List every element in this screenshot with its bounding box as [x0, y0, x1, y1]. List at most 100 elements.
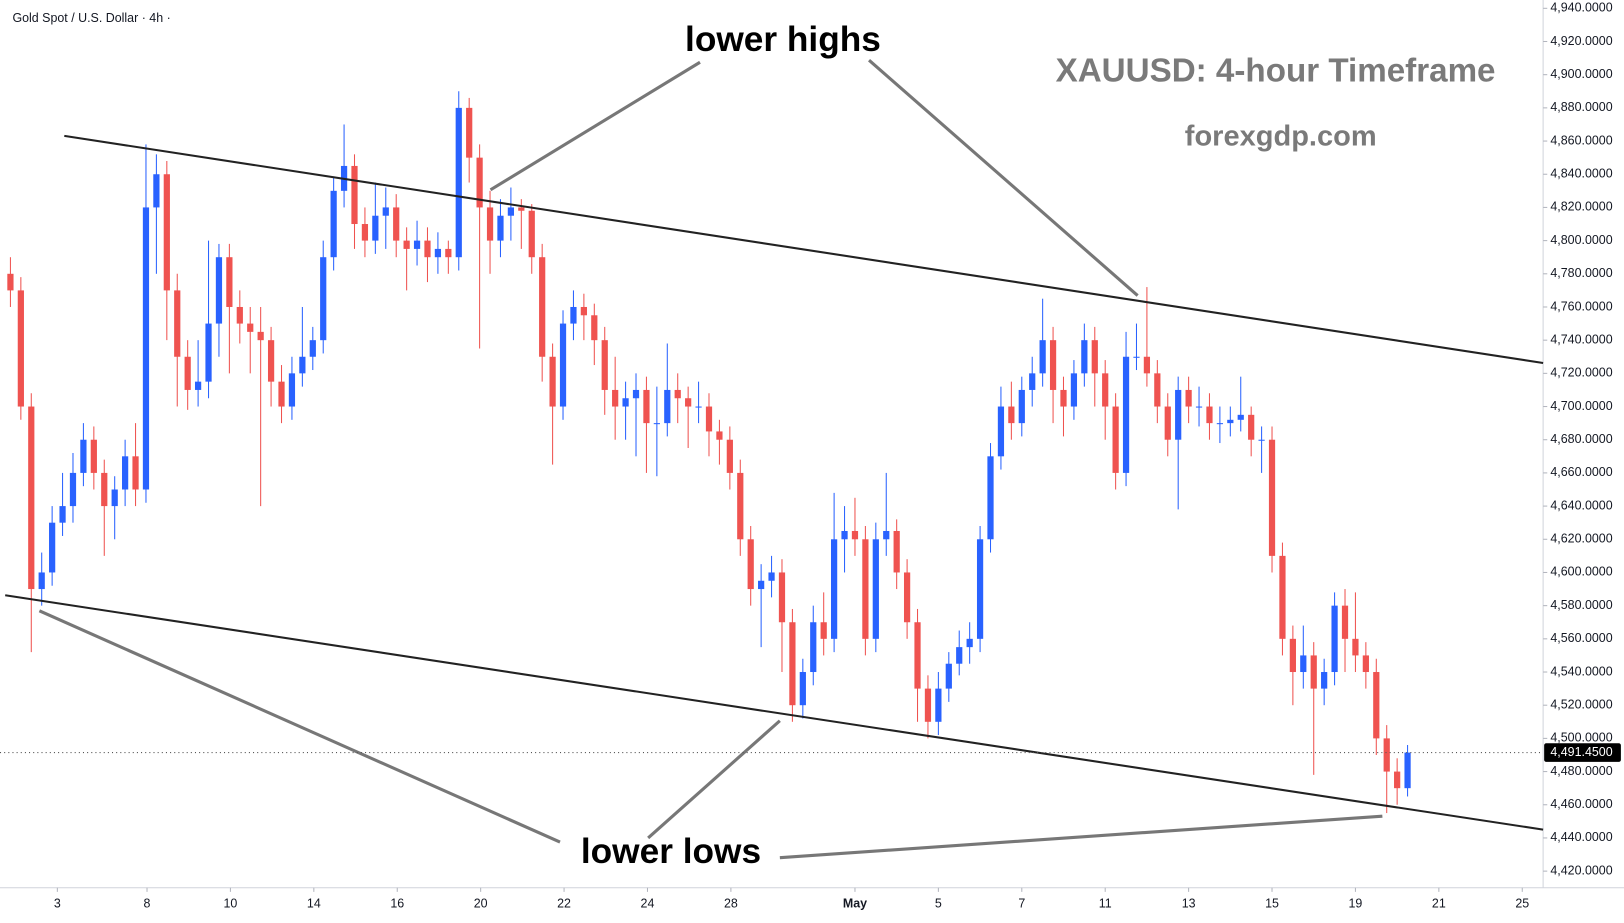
candle-body [685, 398, 692, 407]
chart-title: XAUUSD: 4-hour Timeframe [1056, 52, 1496, 89]
last-price-label: 4,491.4500 [1550, 745, 1612, 759]
x-tick-label: 15 [1265, 897, 1279, 911]
candle-body [1310, 655, 1317, 689]
upper-trendline [64, 134, 1544, 365]
x-tick-label: 7 [1018, 897, 1025, 911]
candle-body [664, 389, 671, 424]
candle-body [820, 622, 827, 639]
candle-body [434, 248, 442, 258]
candle-body [1383, 738, 1390, 772]
candle-body [1029, 373, 1036, 390]
candle-body [528, 210, 535, 258]
y-tick-label: 4,880.0000 [1550, 100, 1612, 114]
y-tick-label: 4,520.0000 [1550, 697, 1612, 711]
y-tick-label: 4,440.0000 [1550, 830, 1612, 844]
candle-body [1321, 672, 1328, 689]
candle-body [1258, 439, 1265, 441]
candle-body [1268, 439, 1276, 556]
candle-body [1216, 423, 1224, 425]
candle-body [914, 622, 921, 689]
pointer [868, 58, 1139, 297]
x-tick-label: 8 [144, 897, 151, 911]
candle-body [1289, 638, 1296, 673]
candle-body [174, 290, 181, 357]
candle-body [59, 506, 66, 523]
candle-body [1248, 414, 1255, 440]
candle-body [674, 389, 681, 399]
candle-body [309, 340, 316, 357]
candle-body [768, 572, 775, 581]
candle-body [1206, 406, 1213, 424]
candle-body [789, 622, 796, 706]
y-tick-label: 4,940.0000 [1550, 1, 1612, 15]
candle-body [570, 306, 577, 324]
candle-body [1133, 356, 1140, 358]
candle-body [851, 530, 859, 540]
candle-body [1018, 389, 1025, 424]
candle-body [1049, 340, 1057, 390]
y-tick-label: 4,620.0000 [1550, 532, 1612, 546]
pointer [38, 609, 561, 844]
y-tick-label: 4,660.0000 [1550, 465, 1612, 479]
x-tick-label: 10 [224, 897, 238, 911]
candle-body [455, 107, 462, 258]
candle-body [1060, 389, 1067, 407]
x-tick-label: 3 [54, 897, 61, 911]
candle-body [1362, 655, 1369, 673]
y-tick-label: 4,680.0000 [1550, 432, 1612, 446]
candle-body [122, 456, 129, 490]
candle-body [476, 157, 483, 208]
candle-body [1373, 672, 1380, 739]
chart-subtitle: forexgdp.com [1185, 121, 1377, 153]
candle-body [1008, 406, 1015, 424]
candle-body [883, 530, 890, 540]
candle-body [653, 423, 660, 425]
candle-body [372, 215, 379, 241]
candle-body [403, 240, 410, 249]
candle-body [987, 456, 994, 540]
candle-body [966, 638, 973, 648]
candle-body [601, 340, 608, 390]
y-tick-label: 4,460.0000 [1550, 797, 1612, 811]
candle-body [716, 431, 723, 440]
candle-body [737, 472, 744, 540]
candle-body [507, 207, 515, 216]
candle-body [1279, 555, 1286, 639]
candle-body [518, 207, 525, 211]
y-tick-label: 4,800.0000 [1550, 233, 1612, 247]
lower-trendline [5, 594, 1544, 831]
y-tick-label: 4,820.0000 [1550, 200, 1612, 214]
candle-body [101, 472, 108, 507]
candle-body [612, 389, 619, 407]
x-tick-label: May [843, 897, 867, 911]
candle-body [320, 257, 327, 341]
candle-body [1185, 389, 1192, 407]
candle-body [862, 539, 869, 639]
candle-body [1237, 414, 1244, 420]
candle-body [945, 663, 952, 689]
x-tick-label: 19 [1349, 897, 1363, 911]
y-tick-label: 4,860.0000 [1550, 133, 1612, 147]
y-tick-label: 4,720.0000 [1550, 366, 1612, 380]
candle-body [1102, 373, 1109, 407]
candle-body [956, 647, 963, 664]
candle-body [163, 174, 170, 291]
candle-body [226, 257, 233, 307]
candle-body [1300, 655, 1307, 673]
x-tick-label: 11 [1099, 897, 1112, 911]
y-tick-label: 4,920.0000 [1550, 34, 1612, 48]
candle-body [1154, 373, 1161, 407]
x-tick-label: 5 [935, 897, 942, 911]
candle-body [413, 240, 421, 249]
candle-body [330, 190, 337, 258]
candle-body [278, 381, 285, 407]
candle-body [997, 406, 1005, 457]
candle-body [361, 224, 369, 241]
candle-body [257, 331, 264, 341]
candle-body [7, 273, 14, 291]
annotation-pointers [38, 58, 1383, 860]
candle-body [424, 240, 431, 258]
x-tick-label: 24 [641, 897, 655, 911]
candle-body [351, 165, 358, 225]
